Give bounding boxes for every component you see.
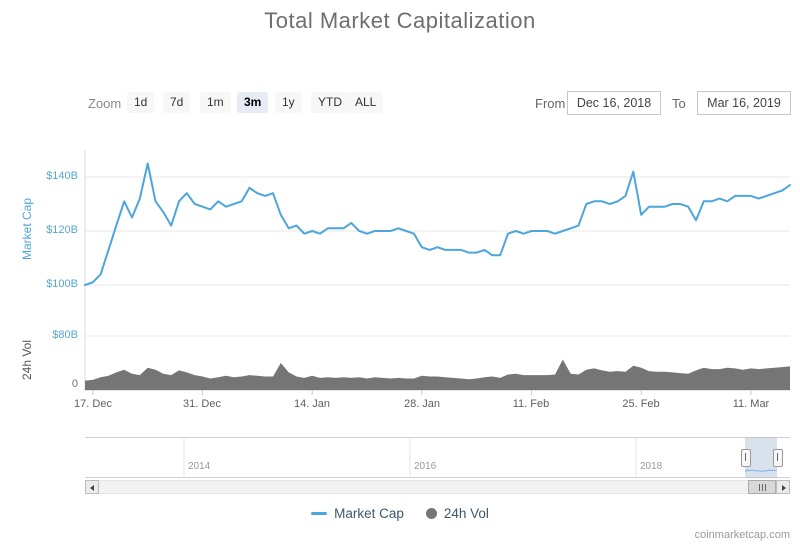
chart-title: Total Market Capitalization [264,8,536,33]
navigator-left-handle[interactable] [741,449,751,467]
scrollbar-right-arrow[interactable] [776,480,790,494]
x-tick-17dec: 17. Dec [74,398,112,410]
navigator-year-2016: 2016 [414,461,437,472]
zoom-button-1y[interactable]: 1y [275,92,302,113]
legend-label-24h-vol: 24h Vol [443,506,489,521]
from-label: From [535,96,566,111]
to-date-input[interactable] [697,91,791,115]
x-tick-11feb: 11. Feb [512,398,550,410]
legend-item-24h-vol[interactable]: 24h Vol [425,506,489,521]
x-tick-25feb: 25. Feb [622,398,660,410]
volume-area-series[interactable] [85,359,790,390]
y-tick-140b: $140B [46,170,78,182]
legend-label-market-cap: Market Cap [334,506,404,521]
chart-credit: coinmarketcap.com [694,529,790,541]
x-tick-11mar: 11. Mar [732,398,770,410]
scrollbar-left-arrow[interactable] [85,480,99,494]
x-tick-28jan: 28. Jan [403,398,441,410]
scrollbar-track[interactable] [85,480,790,494]
navigator-mini-series [744,468,778,473]
y-tick-100b: $100B [46,278,78,290]
y-tick-0: 0 [71,378,78,390]
handle-grip-icon [745,453,746,461]
handle-grip-icon [777,453,778,461]
market-cap-line-series[interactable] [84,162,791,286]
zoom-button-3m[interactable]: 3m [237,92,269,113]
navigator-year-2014: 2014 [188,461,211,472]
scrollbar-thumb[interactable] [748,480,776,494]
legend-item-market-cap[interactable]: Market Cap [311,506,404,521]
market-cap-axis-title: Market Cap [20,197,34,261]
zoom-button-ytd[interactable]: YTD [311,92,349,113]
right-arrow-icon [782,485,786,491]
line-marker-icon [311,512,328,515]
x-tick-31dec: 31. Dec [183,398,221,410]
zoom-button-1m[interactable]: 1m [200,92,231,113]
navigator-right-handle[interactable] [773,449,783,467]
zoom-button-all[interactable]: ALL [348,92,384,113]
circle-marker-icon [425,508,437,519]
from-date-input[interactable] [567,91,661,115]
zoom-label: Zoom [88,96,122,111]
to-label: To [672,96,686,111]
zoom-button-7d[interactable]: 7d [163,92,191,113]
x-tick-14jan: 14. Jan [293,398,331,410]
left-arrow-icon [90,485,94,491]
y-tick-120b: $120B [46,224,78,236]
zoom-button-1d[interactable]: 1d [127,92,155,113]
navigator-year-2018: 2018 [640,461,663,472]
volume-axis-title: 24h Vol [20,339,34,381]
legend: Market Cap 24h Vol [0,506,800,521]
y-tick-80b: $80B [52,329,78,341]
